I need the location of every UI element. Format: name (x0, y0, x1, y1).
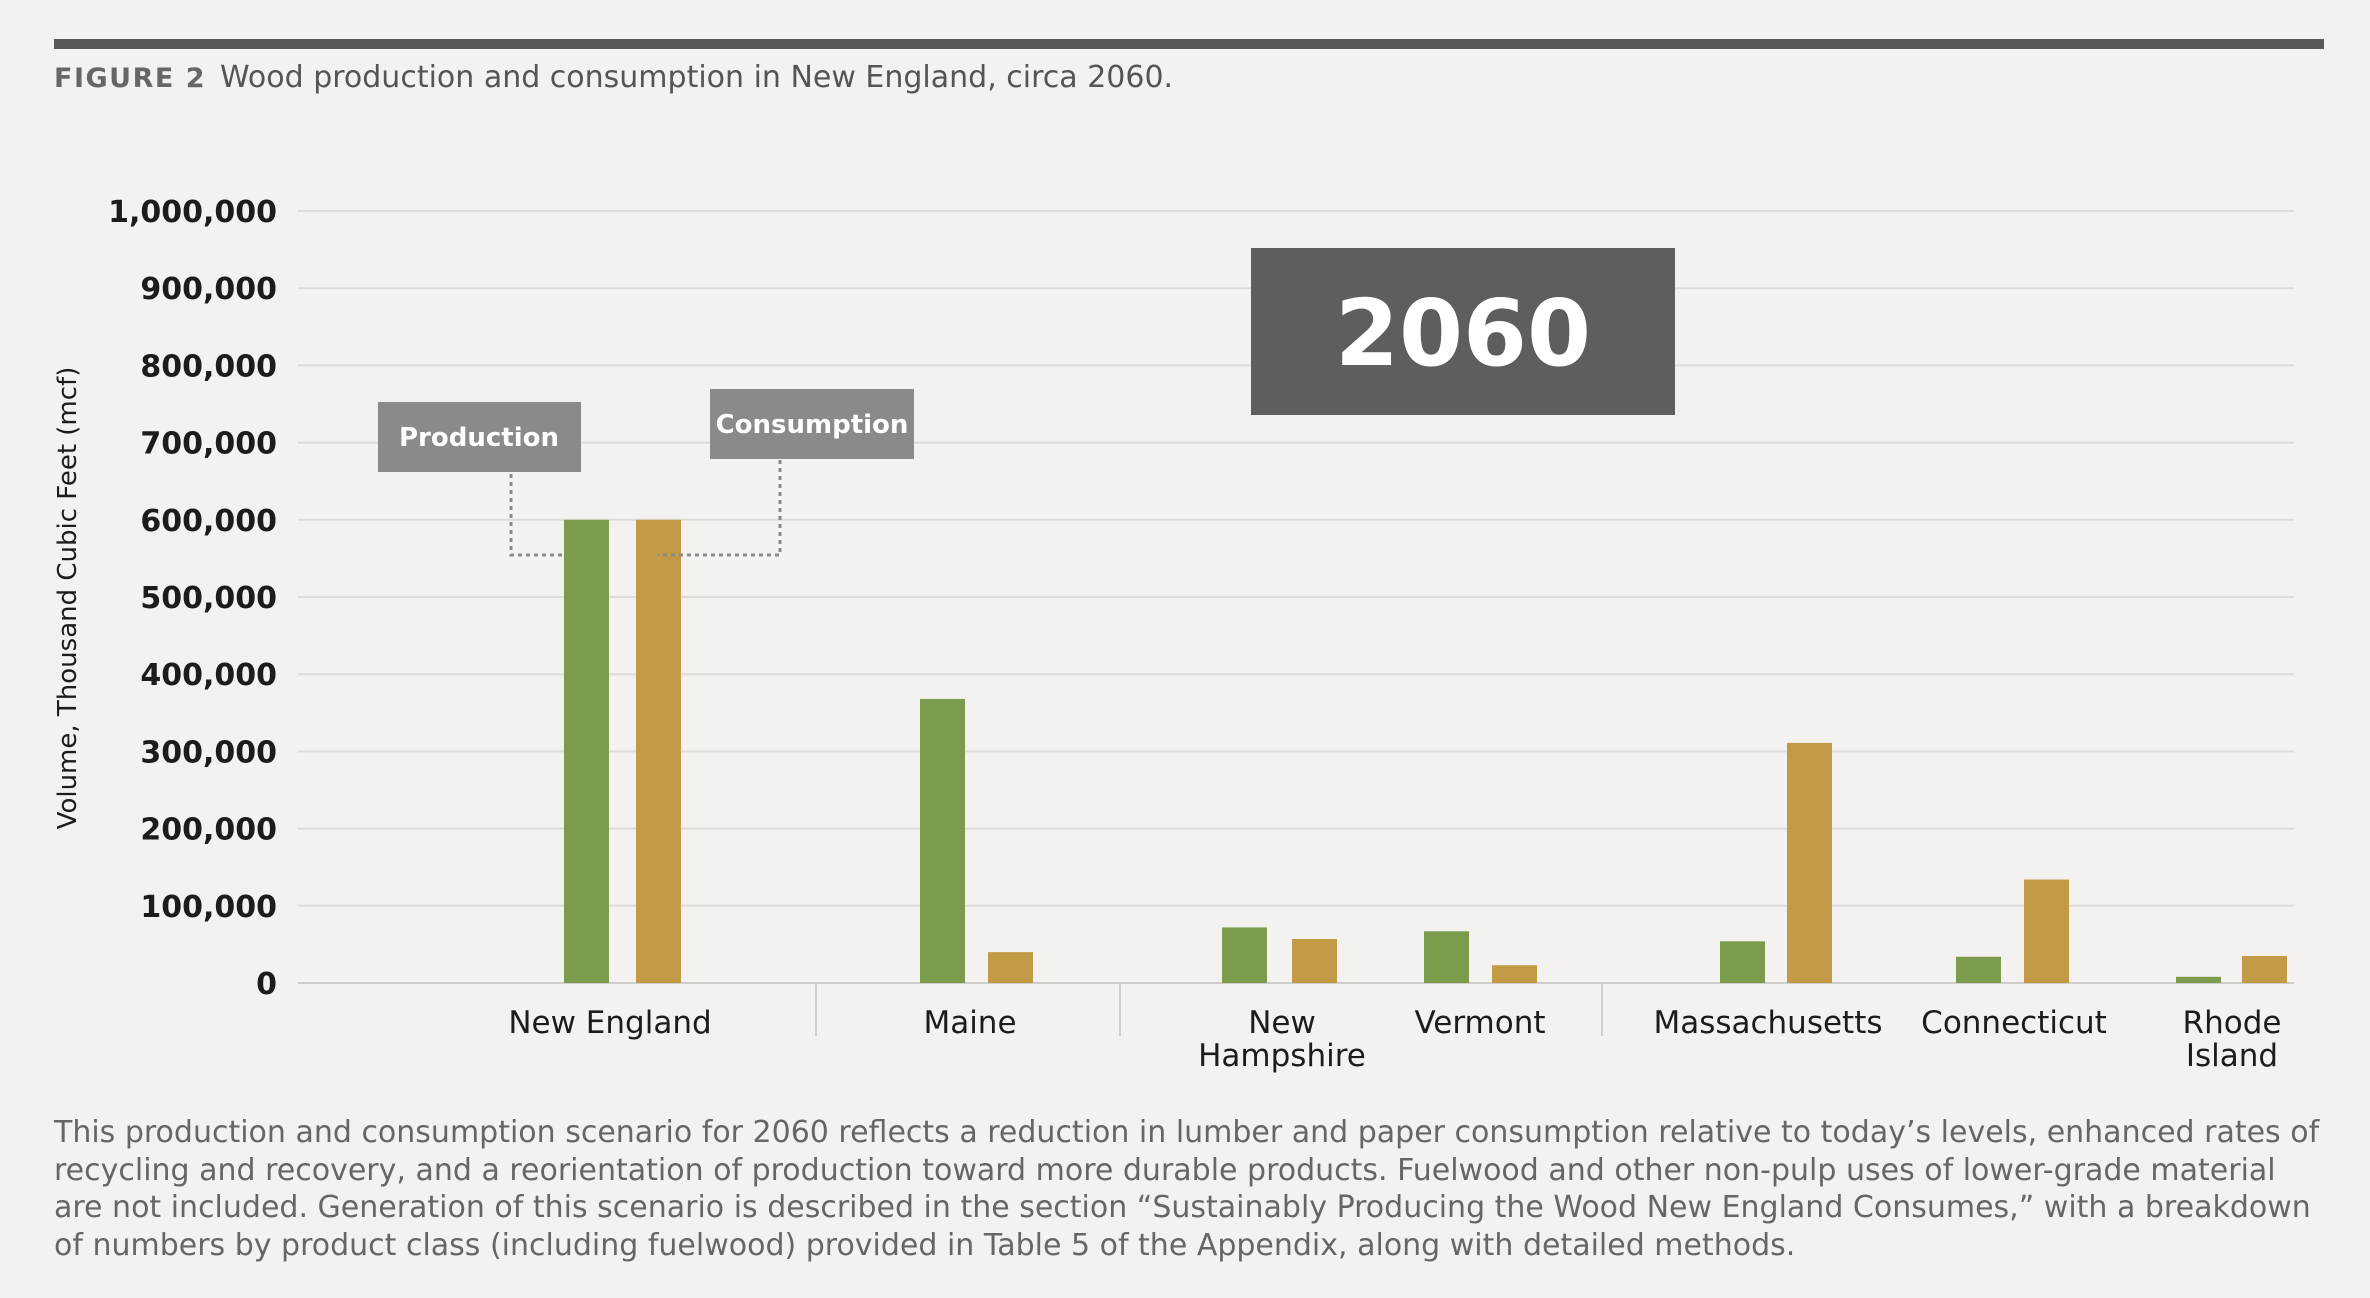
bar-consumption (636, 519, 681, 983)
bar-consumption (1492, 965, 1537, 983)
bar-consumption (2024, 879, 2069, 983)
bar-consumption (1292, 938, 1337, 983)
x-category-label: Connecticut (1921, 1005, 2107, 1041)
bar-chart: 0 100,000 200,000 300,000 400,000 500,000 600,… (53, 195, 2294, 1074)
y-tick-label: 600,000 (140, 504, 277, 539)
figure-caption: This production and consumption scenario… (54, 1115, 2320, 1263)
figure-title-text: Wood production and consumption in New E… (220, 60, 1174, 95)
y-tick-label: 100,000 (140, 890, 277, 925)
figure-label: FIGURE 2 (54, 63, 206, 94)
y-tick-label: 800,000 (140, 349, 277, 384)
bar-production (1720, 941, 1765, 983)
production-callout-label: Production (399, 423, 559, 453)
consumption-callout-label: Consumption (716, 410, 909, 440)
y-tick-label: 200,000 (140, 813, 277, 848)
year-badge-box (1251, 248, 1675, 415)
y-tick-label: 0 (256, 967, 277, 1002)
bar-consumption (2242, 955, 2287, 983)
consumption-callout-box (710, 389, 914, 459)
y-tick-label: 300,000 (140, 735, 277, 770)
x-category-label: Maine (923, 1005, 1016, 1041)
x-category-label: Massachusetts (1653, 1005, 1882, 1041)
y-axis-label: Volume, Thousand Cubic Feet (mcf) (53, 367, 83, 830)
x-category-label: New England (508, 1005, 711, 1041)
y-tick-label: 900,000 (140, 272, 277, 307)
bar-production (2176, 976, 2221, 983)
bar-consumption (988, 952, 1033, 983)
x-category-label: New Hampshire (1198, 1005, 1366, 1074)
x-category-label: Vermont (1414, 1005, 1545, 1041)
bar-consumption (1787, 742, 1832, 983)
top-rule (54, 39, 2324, 49)
bar-production (1424, 931, 1469, 983)
y-tick-label: 500,000 (140, 581, 277, 616)
bar-production (1222, 927, 1267, 983)
x-category-label: Rhode Island (2183, 1005, 2282, 1074)
consumption-callout: Consumption (658, 389, 914, 557)
y-tick-label: 400,000 (140, 658, 277, 693)
group-separators (815, 983, 1603, 1036)
gridlines (298, 210, 2294, 984)
x-axis-labels: New England Maine New Hampshire Vermont Massa… (508, 1005, 2281, 1074)
production-leader-line (509, 474, 562, 557)
production-callout-box (378, 402, 581, 472)
y-tick-label: 700,000 (140, 427, 277, 462)
bar-production (920, 698, 965, 983)
bar-production (564, 519, 609, 983)
y-axis-ticks: 0 100,000 200,000 300,000 400,000 500,000 600,… (108, 195, 277, 1002)
bar-production (1956, 956, 2001, 983)
bars (564, 519, 2287, 983)
production-callout: Production (378, 402, 581, 557)
figure-title: FIGURE 2 Wood production and consumption … (54, 60, 1173, 95)
year-badge-text: 2060 (1335, 280, 1591, 387)
consumption-leader-line (658, 460, 782, 557)
y-tick-label: 1,000,000 (108, 195, 277, 230)
year-badge: 2060 (1251, 248, 1675, 415)
